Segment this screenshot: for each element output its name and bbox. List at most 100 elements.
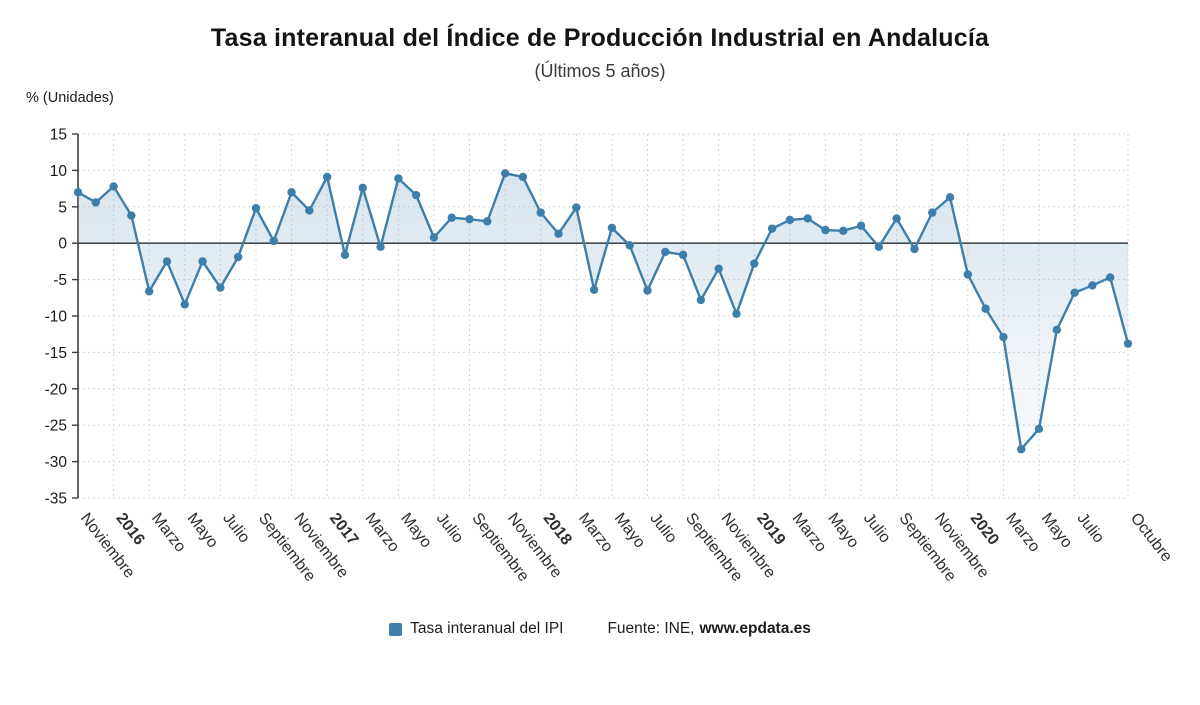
data-point[interactable] bbox=[216, 283, 225, 292]
x-axis-label: Mayo bbox=[824, 510, 862, 551]
data-point[interactable] bbox=[750, 259, 759, 268]
data-point[interactable] bbox=[340, 250, 350, 260]
x-axis-label: Mayo bbox=[611, 510, 649, 551]
data-point[interactable] bbox=[376, 242, 385, 252]
data-point[interactable] bbox=[1088, 281, 1097, 290]
data-point[interactable] bbox=[999, 332, 1008, 342]
data-point[interactable] bbox=[305, 206, 314, 215]
data-point[interactable] bbox=[269, 236, 278, 246]
data-point[interactable] bbox=[554, 229, 563, 238]
data-point[interactable] bbox=[732, 309, 741, 319]
source-text: Fuente: INE, www.epdata.es bbox=[607, 620, 810, 638]
y-axis-label: -20 bbox=[45, 381, 68, 398]
data-point[interactable] bbox=[839, 226, 848, 236]
y-axis-label: 10 bbox=[50, 163, 68, 180]
data-point[interactable] bbox=[981, 304, 990, 313]
data-point[interactable] bbox=[465, 214, 474, 224]
x-axis-label: Mayo bbox=[184, 510, 222, 551]
data-point[interactable] bbox=[198, 257, 207, 266]
data-point[interactable] bbox=[447, 213, 456, 222]
data-point[interactable] bbox=[892, 214, 901, 223]
data-point[interactable] bbox=[127, 211, 136, 220]
data-point[interactable] bbox=[73, 188, 83, 197]
data-point[interactable] bbox=[1123, 339, 1133, 348]
chart-footer: Tasa interanual del IPI Fuente: INE, www… bbox=[0, 620, 1200, 638]
x-axis-label: Julio bbox=[860, 510, 894, 546]
legend-swatch bbox=[389, 622, 403, 636]
data-point[interactable] bbox=[767, 224, 777, 233]
data-point[interactable] bbox=[589, 285, 599, 294]
data-point[interactable] bbox=[483, 217, 492, 226]
data-point[interactable] bbox=[518, 172, 528, 182]
data-point[interactable] bbox=[661, 247, 670, 257]
data-point[interactable] bbox=[785, 215, 795, 225]
y-axis-label: 15 bbox=[50, 127, 67, 144]
data-point[interactable] bbox=[322, 172, 332, 182]
data-point[interactable] bbox=[109, 182, 118, 191]
x-axis-label: Marzo bbox=[148, 510, 189, 556]
data-point[interactable] bbox=[394, 174, 403, 183]
x-axis-label: Marzo bbox=[1002, 510, 1043, 556]
data-point[interactable] bbox=[821, 225, 830, 235]
data-point[interactable] bbox=[233, 252, 243, 262]
data-point[interactable] bbox=[162, 257, 172, 266]
data-point[interactable] bbox=[91, 198, 100, 207]
x-axis-label: Marzo bbox=[362, 510, 403, 556]
series-line bbox=[76, 172, 1130, 451]
data-point[interactable] bbox=[910, 244, 919, 254]
x-axis-label: Marzo bbox=[789, 510, 830, 556]
x-axis-label: Marzo bbox=[575, 510, 616, 556]
series-area bbox=[78, 173, 1128, 450]
data-point[interactable] bbox=[144, 287, 154, 296]
data-point[interactable] bbox=[180, 300, 189, 309]
y-axis-label: -25 bbox=[45, 418, 67, 435]
data-point[interactable] bbox=[803, 214, 812, 223]
x-axis-label: 2016 bbox=[112, 510, 147, 549]
source-site-link[interactable]: www.epdata.es bbox=[699, 620, 811, 637]
chart-area: 15 10 5 0 -5 -10 -15 -20 -25 -30 -35% (Unidades) No… bbox=[0, 84, 1200, 634]
data-point[interactable] bbox=[928, 208, 937, 217]
data-point[interactable] bbox=[1052, 325, 1062, 335]
chart-header: Tasa interanual del Índice de Producción… bbox=[0, 0, 1200, 82]
data-point[interactable] bbox=[678, 250, 688, 260]
data-point[interactable] bbox=[1017, 445, 1026, 454]
data-point[interactable] bbox=[963, 270, 973, 279]
x-axis-label: Julio bbox=[646, 510, 680, 546]
data-point[interactable] bbox=[1070, 288, 1079, 297]
y-axis-label: -10 bbox=[45, 309, 68, 326]
x-axis-label: 2018 bbox=[540, 510, 575, 549]
data-point[interactable] bbox=[945, 193, 955, 202]
data-point[interactable] bbox=[607, 223, 617, 233]
y-axis-label: 5 bbox=[58, 199, 67, 216]
x-axis-label: Mayo bbox=[1038, 510, 1076, 551]
chart-subtitle: (Últimos 5 años) bbox=[534, 61, 666, 81]
data-point[interactable] bbox=[714, 264, 723, 273]
legend-label: Tasa interanual del IPI bbox=[410, 620, 564, 637]
data-point[interactable] bbox=[572, 203, 581, 212]
data-point[interactable] bbox=[625, 241, 634, 250]
source-prefix: Fuente: INE, bbox=[607, 620, 695, 637]
data-point[interactable] bbox=[251, 204, 261, 213]
data-point[interactable] bbox=[1034, 424, 1044, 434]
data-point[interactable] bbox=[1106, 273, 1115, 282]
data-point[interactable] bbox=[500, 169, 510, 178]
data-point[interactable] bbox=[643, 286, 652, 295]
x-axis-label: Mayo bbox=[397, 510, 435, 551]
legend-item-ipi[interactable]: Tasa interanual del IPI bbox=[389, 620, 563, 638]
y-axis-label: 0 bbox=[58, 236, 67, 253]
data-point[interactable] bbox=[287, 188, 296, 197]
y-axis-label: -15 bbox=[45, 345, 67, 362]
data-point[interactable] bbox=[874, 242, 884, 252]
data-point[interactable] bbox=[411, 190, 421, 200]
x-axis-label: 2020 bbox=[967, 510, 1002, 549]
y-axis-label: -30 bbox=[45, 454, 68, 471]
data-point[interactable] bbox=[358, 183, 367, 193]
data-point[interactable] bbox=[536, 208, 545, 217]
data-point[interactable] bbox=[696, 295, 706, 305]
x-axis-label: Octubre bbox=[1127, 510, 1175, 565]
data-point[interactable] bbox=[856, 221, 866, 230]
data-point[interactable] bbox=[429, 233, 439, 242]
x-axis-label: 2017 bbox=[326, 510, 361, 549]
